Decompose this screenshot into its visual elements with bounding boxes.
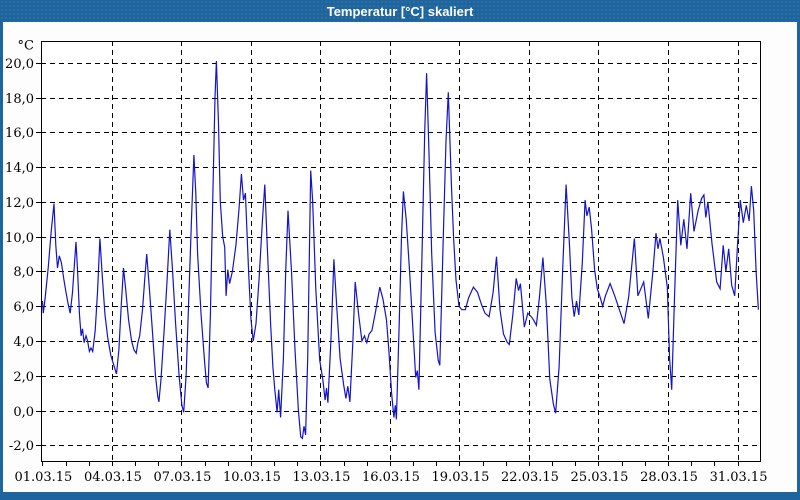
y-tick-label: 2,0	[13, 370, 34, 385]
x-tick-label: 28.03.15	[640, 470, 698, 485]
x-tick-label: 19.03.15	[432, 470, 490, 485]
temperature-line	[41, 60, 759, 440]
chart-panel: 20,0 18,0 16,0 14,0 12,0 10,0 8,0 6,0 4,0 2,0 0,0 -…	[3, 22, 797, 492]
x-tick-label: 01.03.15	[14, 470, 72, 485]
x-tick-label: 22.03.15	[501, 470, 559, 485]
titlebar[interactable]: Temperatur [°C] skaliert	[0, 0, 800, 22]
y-tick-label: 14,0	[5, 161, 34, 176]
y-tick-label: 6,0	[13, 300, 34, 315]
y-tick-label: -2,0	[9, 439, 34, 454]
y-tick-label: 4,0	[13, 335, 34, 350]
x-tick-label: 16.03.15	[362, 470, 420, 485]
x-tick-label: 31.03.15	[710, 470, 768, 485]
window-title: Temperatur [°C] skaliert	[326, 3, 474, 19]
y-tick-label: 20,0	[5, 57, 34, 72]
x-tick-label: 13.03.15	[292, 470, 350, 485]
y-tick-label: 10,0	[5, 231, 34, 246]
x-tick-label: 25.03.15	[571, 470, 629, 485]
y-tick-label: 8,0	[13, 265, 34, 280]
plot-border	[41, 41, 761, 462]
y-tick-label: 12,0	[5, 196, 34, 211]
x-tick-label: 10.03.15	[223, 470, 281, 485]
y-tick-label: 16,0	[5, 126, 34, 141]
y-tick-label: 18,0	[5, 92, 34, 107]
x-tick-label: 04.03.15	[84, 470, 142, 485]
x-tick-label: 07.03.15	[153, 470, 211, 485]
temperature-chart: 20,0 18,0 16,0 14,0 12,0 10,0 8,0 6,0 4,0 2,0 0,0 -…	[5, 39, 768, 485]
plot-area	[41, 41, 760, 461]
y-axis-unit-label: °C	[18, 39, 35, 54]
y-tick-label: 0,0	[13, 405, 34, 420]
